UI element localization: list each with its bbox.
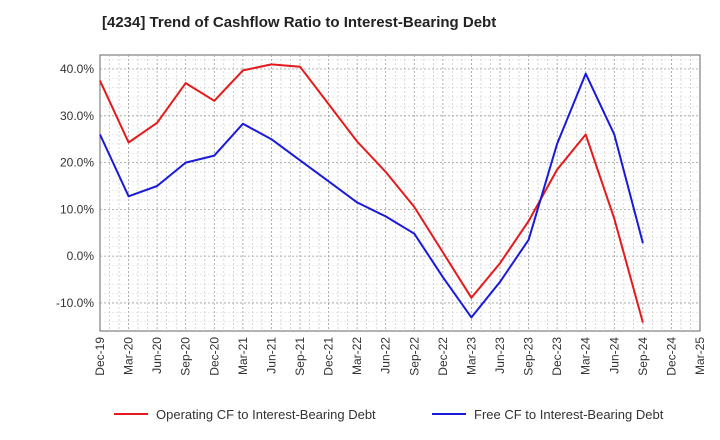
chart-title: [4234] Trend of Cashflow Ratio to Intere…: [102, 14, 497, 31]
legend-item: Free CF to Interest-Bearing Debt: [432, 407, 664, 422]
x-tick-label: Jun-24: [607, 337, 621, 374]
x-tick-label: Jun-20: [150, 337, 164, 374]
x-tick-label: Mar-25: [693, 337, 707, 375]
x-tick-label: Sep-21: [293, 337, 307, 376]
y-tick-label: 40.0%: [60, 62, 94, 76]
x-tick-label: Jun-21: [264, 337, 278, 374]
x-tick-label: Mar-22: [350, 337, 364, 375]
x-tick-label: Sep-23: [522, 337, 536, 376]
x-tick-label: Sep-22: [407, 337, 421, 376]
y-tick-label: 20.0%: [60, 156, 94, 170]
series-line-1: [99, 63, 644, 323]
legend-label: Operating CF to Interest-Bearing Debt: [156, 407, 376, 422]
plot-frame: [99, 54, 701, 332]
x-tick-label: Sep-20: [179, 337, 193, 376]
x-tick-label: Mar-20: [122, 337, 136, 375]
legend-label: Free CF to Interest-Bearing Debt: [474, 407, 664, 422]
y-tick-label: 30.0%: [60, 109, 94, 123]
x-tick-label: Dec-23: [550, 337, 564, 376]
x-tick-label: Jun-23: [493, 337, 507, 374]
x-tick-label: Dec-24: [664, 337, 678, 376]
y-tick-label: -10.0%: [56, 296, 94, 310]
x-tick-label: Mar-21: [236, 337, 250, 375]
legend-item: Operating CF to Interest-Bearing Debt: [114, 407, 376, 422]
x-tick-label: Dec-21: [322, 337, 336, 376]
y-tick-label: 0.0%: [67, 249, 95, 263]
y-tick-label: 10.0%: [60, 202, 94, 216]
x-tick-label: Mar-23: [464, 337, 478, 375]
x-tick-label: Sep-24: [636, 337, 650, 376]
x-tick-label: Dec-20: [207, 337, 221, 376]
x-tick-label: Dec-22: [436, 337, 450, 376]
x-tick-label: Mar-24: [579, 337, 593, 375]
x-tick-label: Dec-19: [93, 337, 107, 376]
x-tick-label: Jun-22: [379, 337, 393, 374]
series-line-2: [99, 72, 644, 319]
